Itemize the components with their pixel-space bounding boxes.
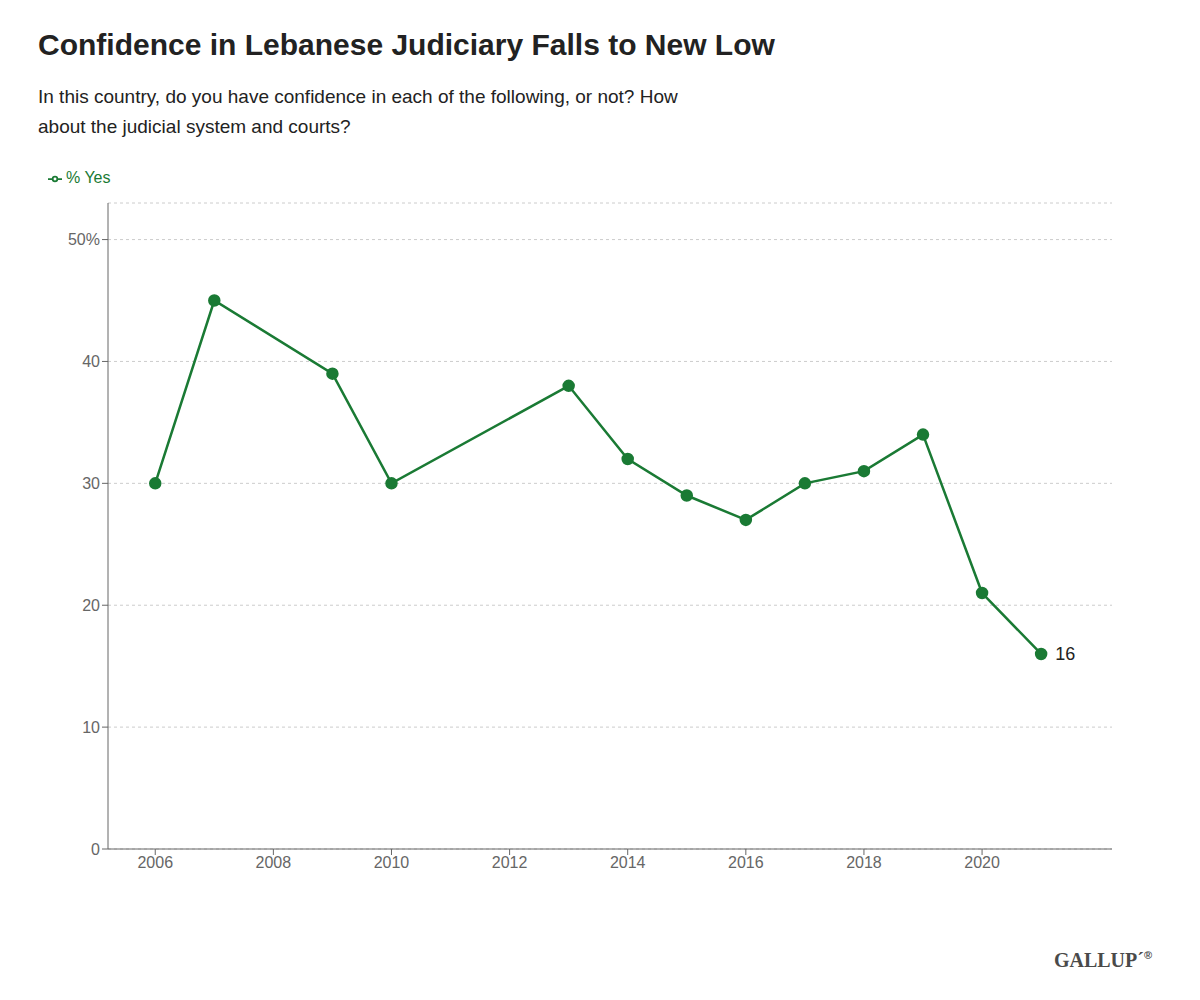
svg-text:20: 20 — [82, 597, 100, 614]
svg-text:10: 10 — [82, 719, 100, 736]
svg-text:2010: 2010 — [374, 854, 410, 871]
svg-text:2020: 2020 — [964, 854, 1000, 871]
svg-text:2018: 2018 — [846, 854, 882, 871]
svg-text:2006: 2006 — [137, 854, 173, 871]
svg-text:50%: 50% — [68, 231, 100, 248]
html-text:In this country, do you have c: In this country, do you have confidence … — [38, 86, 678, 138]
html-text:% Yes: % Yes — [66, 168, 111, 186]
svg-text:2016: 2016 — [728, 854, 764, 871]
html-text:GALLUP´®: GALLUP´® — [1053, 949, 1152, 971]
html-text:Confidence in Lebanese Judicia: Confidence in Lebanese Judiciary Falls t… — [38, 28, 775, 61]
svg-text:2008: 2008 — [256, 854, 292, 871]
svg-text:40: 40 — [82, 353, 100, 370]
svg-text:0: 0 — [91, 840, 100, 857]
svg-text:16: 16 — [1055, 644, 1075, 664]
svg-text:2014: 2014 — [610, 854, 646, 871]
svg-text:2012: 2012 — [492, 854, 528, 871]
svg-text:30: 30 — [82, 475, 100, 492]
